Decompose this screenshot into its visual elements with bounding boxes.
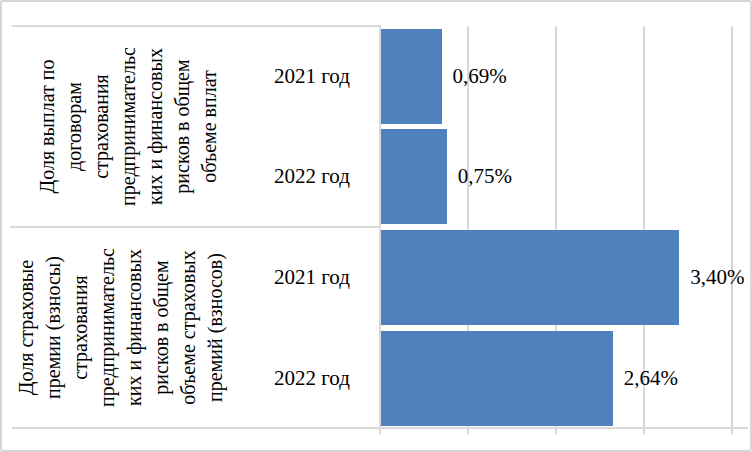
group-axis-label-payouts: Доля выплат по договорам страхования пре… [34, 26, 223, 227]
bar-payouts-2022 [381, 129, 447, 224]
bar-value-label: 2,64% [624, 365, 678, 392]
group-axis-label-premiums: Доля страховые премии (взносы) страхован… [13, 227, 229, 428]
axis-separator-top [12, 25, 380, 27]
axis-tick [555, 429, 557, 434]
category-label: 2022 год [247, 365, 377, 392]
axis-separator-middle [10, 226, 380, 228]
chart-container: Доля выплат по договорам страхования пре… [0, 0, 752, 452]
axis-tick [379, 429, 381, 434]
category-label: 2021 год [247, 264, 377, 291]
bar-value-label: 0,69% [453, 63, 507, 90]
category-label: 2021 год [247, 63, 377, 90]
bar-payouts-2021 [381, 29, 442, 124]
category-label: 2022 год [247, 163, 377, 190]
axis-tick [467, 429, 469, 434]
axis-tick [731, 429, 733, 434]
bar-value-label: 0,75% [458, 163, 512, 190]
bar-premiums-2021 [381, 230, 679, 325]
axis-tick [643, 429, 645, 434]
gridline [731, 26, 733, 427]
bar-premiums-2022 [381, 331, 613, 426]
bar-value-label: 3,40% [690, 264, 744, 291]
